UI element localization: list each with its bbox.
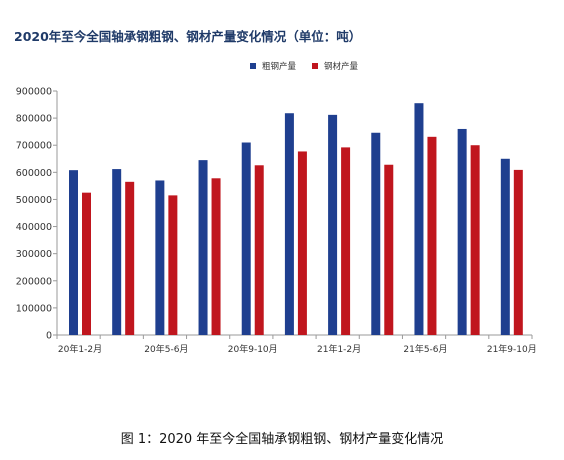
y-tick-label: 0 bbox=[46, 331, 52, 342]
y-tick-label: 100000 bbox=[16, 303, 52, 314]
axes bbox=[53, 90, 533, 339]
bar-crude-steel-4 bbox=[241, 142, 251, 335]
bar-steel-product-10 bbox=[513, 169, 523, 335]
bar-steel-product-3 bbox=[211, 178, 221, 335]
bar-steel-product-4 bbox=[254, 165, 264, 335]
x-tick-label: 20年1-2月 bbox=[58, 343, 102, 355]
bar-crude-steel-8 bbox=[414, 103, 424, 335]
legend-item-series-1: 粗钢产量 bbox=[250, 60, 296, 72]
tick-labels: 0 100000 200000 300000 400000 500000 600000 700… bbox=[16, 87, 537, 356]
legend-swatch-series-2 bbox=[312, 63, 319, 69]
figure-caption: 图 1：2020 年至今全国轴承钢粗钢、钢材产量变化情况 bbox=[120, 432, 444, 447]
bar-steel-product-7 bbox=[384, 164, 394, 335]
bar-crude-steel-0 bbox=[69, 170, 78, 335]
x-tick-label: 20年9-10月 bbox=[228, 343, 278, 355]
bar-steel-product-6 bbox=[341, 147, 351, 335]
bar-crude-steel-3 bbox=[198, 160, 208, 335]
bar-steel-product-5 bbox=[297, 151, 307, 335]
bar-crude-steel-2 bbox=[155, 180, 165, 335]
x-tick-label: 21年1-2月 bbox=[317, 343, 361, 355]
bar-crude-steel-6 bbox=[328, 114, 338, 335]
y-tick-label: 300000 bbox=[16, 249, 52, 260]
legend-label-series-1: 粗钢产量 bbox=[262, 62, 297, 72]
bar-crude-steel-7 bbox=[371, 132, 381, 335]
bar-steel-product-9 bbox=[470, 145, 480, 335]
y-tick-label: 400000 bbox=[16, 222, 52, 233]
legend-label-series-2: 钢材产量 bbox=[324, 62, 359, 72]
legend-swatch-series-1 bbox=[250, 63, 256, 69]
bar-steel-product-1 bbox=[125, 181, 135, 335]
bars bbox=[69, 103, 523, 335]
y-tick-label: 700000 bbox=[16, 141, 52, 152]
bar-steel-product-8 bbox=[427, 136, 437, 335]
legend: 粗钢产量 钢材产量 bbox=[250, 60, 358, 72]
bar-steel-product-2 bbox=[168, 195, 178, 335]
x-tick-label: 21年9-10月 bbox=[487, 343, 537, 355]
bar-crude-steel-9 bbox=[457, 128, 467, 335]
x-tick-label: 21年5-6月 bbox=[403, 343, 447, 355]
bar-steel-product-0 bbox=[82, 192, 91, 335]
bar-crude-steel-5 bbox=[284, 113, 294, 335]
y-tick-label: 900000 bbox=[16, 87, 52, 98]
bar-crude-steel-10 bbox=[500, 158, 510, 335]
y-tick-label: 200000 bbox=[16, 276, 52, 287]
bar-crude-steel-1 bbox=[112, 169, 122, 335]
chart-title: 2020年至今全国轴承钢粗钢、钢材产量变化情况（单位：吨） bbox=[14, 29, 362, 44]
x-tick-label: 20年5-6月 bbox=[144, 343, 188, 355]
y-tick-label: 800000 bbox=[16, 114, 52, 125]
legend-item-series-2: 钢材产量 bbox=[312, 60, 358, 72]
y-tick-label: 600000 bbox=[16, 168, 52, 179]
y-tick-label: 500000 bbox=[16, 195, 52, 206]
